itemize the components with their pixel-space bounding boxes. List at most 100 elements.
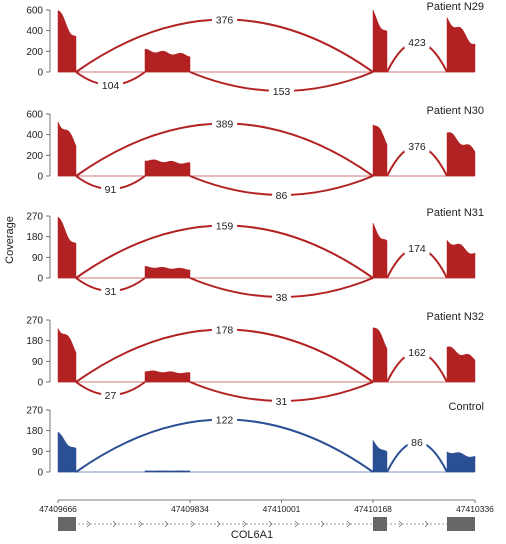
exon-coverage-4	[446, 132, 476, 177]
exon-coverage-2	[144, 159, 191, 177]
junction-arc-1	[75, 18, 374, 73]
coverage-panel-1: 0 200 400 600 376 104 153 423 Patient N29	[26, 1, 484, 98]
strand-arrow-icon	[294, 520, 299, 528]
y-tick-label: 200	[26, 47, 43, 58]
junction-read-count: 122	[216, 415, 234, 427]
exon-coverage-1	[57, 431, 77, 473]
panel-title: Control	[449, 401, 484, 413]
strand-arrow-icon	[138, 520, 143, 528]
y-tick-label: 600	[26, 6, 43, 17]
junction-read-count: 104	[102, 80, 120, 92]
strand-arrow-icon	[112, 520, 117, 528]
y-tick-label: 90	[32, 253, 44, 264]
x-tick-label: 47409834	[171, 504, 209, 514]
genomic-x-axis: 47409666 47409834 47410001 47410168 47410336	[39, 499, 494, 514]
x-tick-label: 47409666	[39, 504, 77, 514]
strand-arrow-icon	[320, 520, 325, 528]
strand-arrow-icon	[190, 520, 195, 528]
junction-label-bg	[211, 412, 238, 426]
junction-read-count: 31	[276, 396, 288, 408]
y-tick-label: 270	[26, 316, 43, 327]
junction-label-bg	[272, 188, 291, 201]
panel-title: Patient N32	[427, 311, 484, 323]
exon-coverage-3	[372, 9, 388, 73]
y-tick-label: 200	[26, 151, 43, 162]
y-tick-label: 90	[32, 447, 44, 458]
exon-coverage-4	[446, 346, 476, 383]
strand-arrow-icon	[398, 520, 403, 528]
y-axis-label: Coverage	[4, 216, 16, 264]
gene-exon-block-1	[58, 517, 76, 531]
junction-label-bg	[272, 290, 291, 303]
y-tick-label: 180	[26, 336, 43, 347]
y-tick-label: 0	[37, 68, 43, 79]
junction-label-bg	[211, 218, 238, 232]
junction-arc-1	[75, 122, 374, 177]
exon-coverage-1	[57, 10, 77, 73]
junction-label-bg	[404, 35, 430, 48]
exon-coverage-2	[144, 470, 191, 473]
junction-label-bg	[211, 12, 238, 26]
panel-title: Patient N29	[427, 1, 484, 13]
panel-title: Patient N30	[427, 105, 484, 117]
y-tick-label: 0	[37, 274, 43, 285]
junction-arc-1	[75, 224, 374, 279]
coverage-panel-4: 0 90 180 270 178 27 31 162 Patient N32	[26, 311, 484, 408]
y-tick-label: 600	[26, 110, 43, 121]
exon-coverage-1	[57, 216, 77, 279]
junction-read-count: 86	[411, 437, 423, 449]
y-tick-label: 90	[32, 357, 44, 368]
junction-arc-1	[75, 328, 374, 383]
strand-arrow-icon	[164, 520, 169, 528]
y-tick-label: 180	[26, 426, 43, 437]
junction-label-bg	[101, 284, 120, 297]
exon-coverage-4	[446, 239, 476, 279]
junction-label-bg	[97, 78, 124, 91]
x-tick-label: 47410168	[354, 504, 392, 514]
gene-exon-block-2	[373, 517, 387, 531]
exon-coverage-4	[446, 17, 476, 73]
panel-title: Patient N31	[427, 207, 484, 219]
exon-coverage-2	[144, 370, 191, 383]
y-tick-label: 180	[26, 232, 43, 243]
junction-read-count: 174	[408, 243, 426, 255]
coverage-panel-3: 0 90 180 270 159 31 38 174 Patient N31	[26, 207, 484, 304]
coverage-panel-2: 0 200 400 600 389 91 86 376 Patient N30	[26, 105, 484, 202]
junction-label-bg	[268, 84, 295, 97]
exon-coverage-4	[446, 451, 476, 473]
junction-read-count: 31	[105, 286, 117, 298]
y-tick-label: 400	[26, 130, 43, 141]
strand-arrow-icon	[216, 520, 221, 528]
junction-read-count: 159	[216, 221, 234, 233]
junction-read-count: 389	[216, 119, 234, 131]
junction-label-bg	[101, 388, 120, 401]
junction-label-bg	[101, 182, 120, 195]
junction-read-count: 178	[216, 325, 234, 337]
junction-read-count: 86	[276, 190, 288, 202]
exon-coverage-1	[57, 121, 77, 177]
junction-read-count: 27	[105, 390, 117, 402]
y-tick-label: 0	[37, 468, 43, 479]
x-tick-label: 47410001	[263, 504, 301, 514]
x-tick-label: 47410336	[456, 504, 494, 514]
junction-read-count: 91	[105, 184, 117, 196]
strand-arrow-icon	[346, 520, 351, 528]
strand-arrow-icon	[86, 520, 91, 528]
exon-coverage-3	[372, 222, 388, 279]
strand-arrow-icon	[242, 520, 247, 528]
junction-read-count: 153	[273, 86, 291, 98]
strand-arrow-icon	[424, 520, 429, 528]
strand-arrow-icon	[268, 520, 273, 528]
junction-arc-1	[75, 418, 374, 473]
junction-read-count: 423	[408, 37, 426, 49]
junction-label-bg	[404, 139, 430, 152]
exon-coverage-2	[144, 266, 191, 279]
junction-label-bg	[404, 345, 430, 358]
y-tick-label: 270	[26, 212, 43, 223]
junction-label-bg	[211, 322, 238, 336]
y-tick-label: 0	[37, 172, 43, 183]
gene-model-track	[58, 517, 475, 531]
exon-coverage-1	[57, 328, 77, 383]
y-tick-label: 270	[26, 406, 43, 417]
